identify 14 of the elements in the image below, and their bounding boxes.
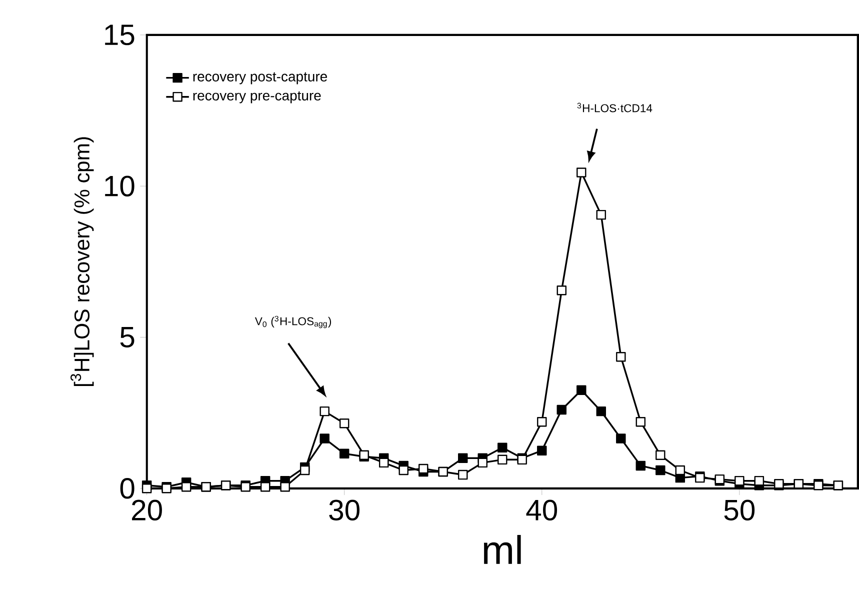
x-axis-title: ml [484,534,521,564]
x-tick-label: 40 [526,500,558,520]
x-tick-label: 50 [724,500,755,520]
y-axis-title: [$^{3}$H]LOS recovery (% cpm) [70,137,94,386]
y-tick-label: 15 [105,24,134,46]
annotation: $^{3}$H-LOS·tCD14 [577,102,652,112]
legend-label: recovery pre-capture [193,91,321,104]
legend-label: recovery post-capture [193,72,327,84]
y-tick-label: 5 [120,326,134,348]
x-tick-label: 30 [329,500,360,520]
y-tick-label: 0 [120,478,134,499]
x-tick-label: 20 [132,500,162,520]
y-tick-label: 10 [105,176,134,196]
annotation: V$_{0}$ ($^{3}$H-LOS$_{agg}$) [254,316,332,328]
